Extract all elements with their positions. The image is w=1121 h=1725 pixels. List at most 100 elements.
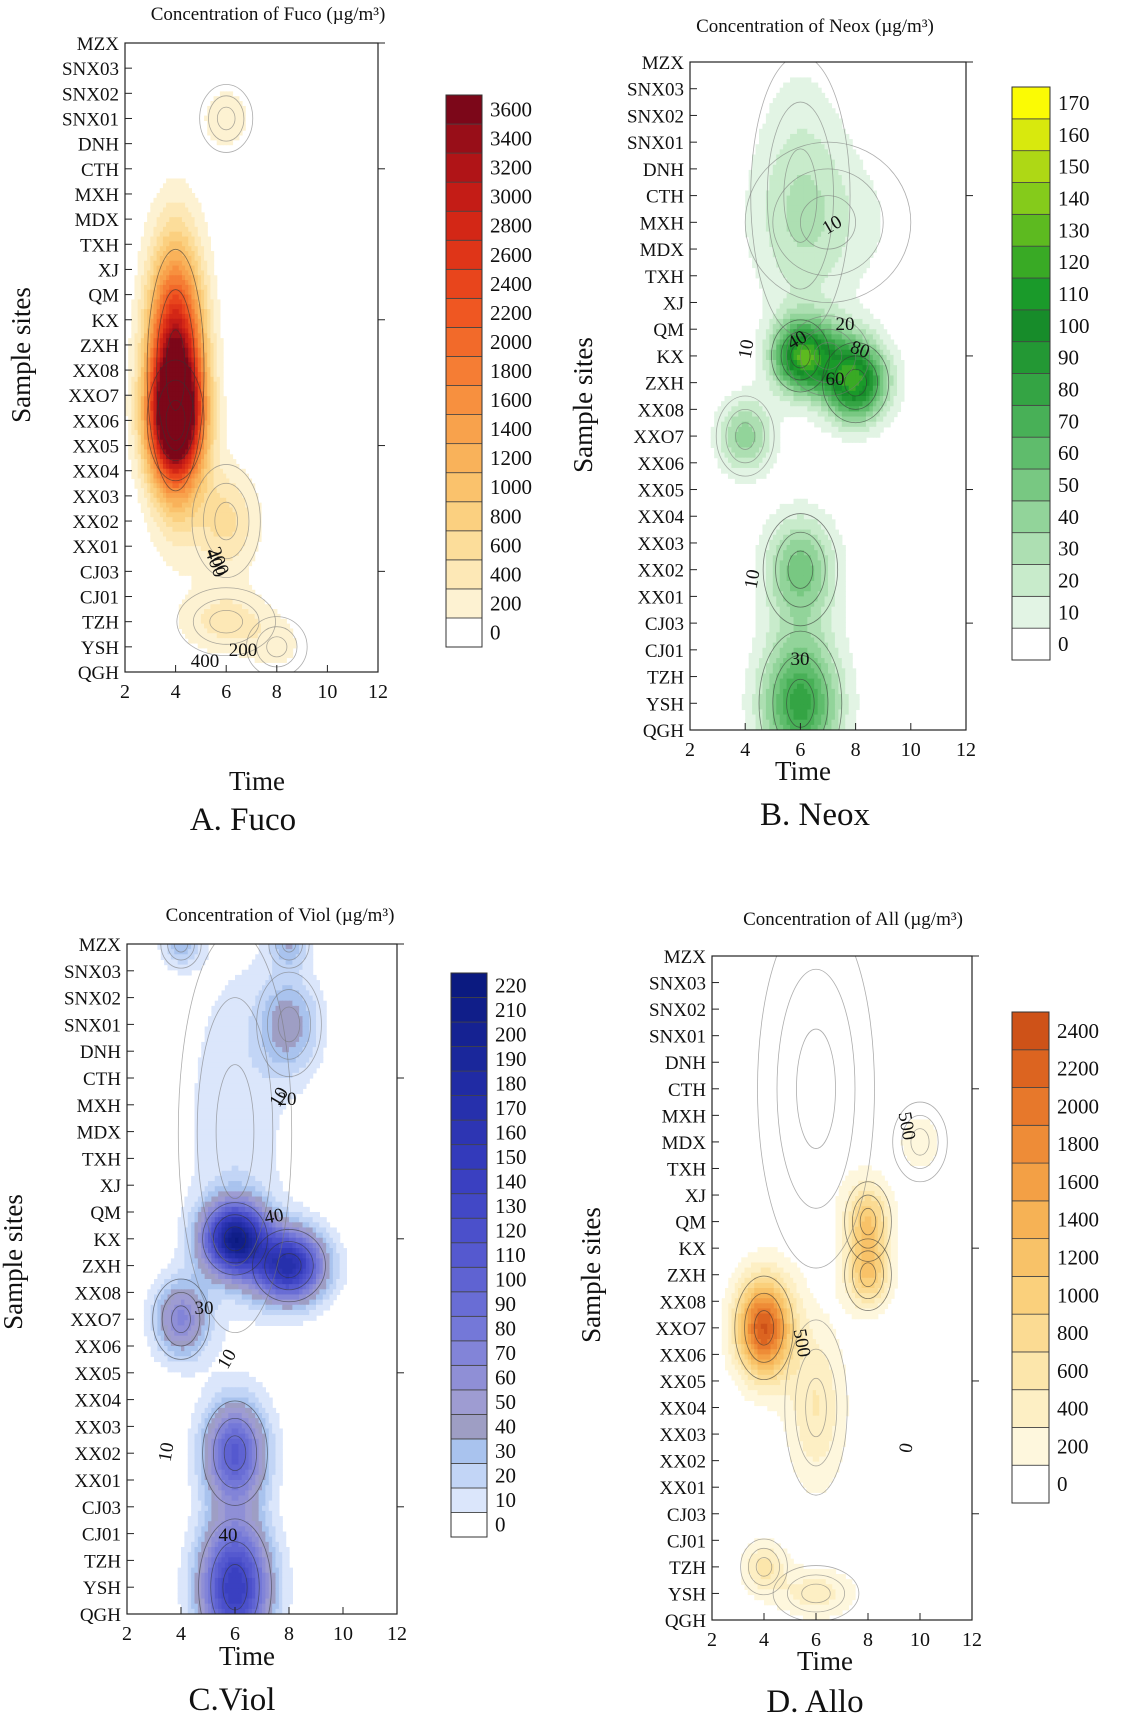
heatmap-cell <box>752 385 757 392</box>
heatmap-cell <box>264 652 268 659</box>
heatmap-cell <box>814 133 819 140</box>
heatmap-cell <box>759 149 764 156</box>
heatmap-cell <box>210 362 215 368</box>
heatmap-cell <box>790 144 795 150</box>
heatmap-cell <box>817 226 822 233</box>
heatmap-cell <box>783 87 788 94</box>
heatmap-cell <box>223 638 227 644</box>
heatmap-cell <box>817 365 822 371</box>
heatmap-cell <box>289 647 294 654</box>
heatmap-cell <box>845 370 850 377</box>
heatmap-cell <box>254 638 259 644</box>
heatmap-cell <box>156 439 161 446</box>
heatmap-cell <box>216 444 221 451</box>
heatmap-cell <box>841 221 846 228</box>
heatmap-cell <box>238 492 243 499</box>
heatmap-cell <box>807 385 812 392</box>
heatmap-cell <box>786 118 791 125</box>
heatmap-cell <box>264 628 268 634</box>
heatmap-cell <box>814 226 819 233</box>
heatmap-cell <box>191 570 196 576</box>
heatmap-cell <box>755 236 760 243</box>
heatmap-cell <box>150 352 155 359</box>
heatmap-cell <box>800 103 805 109</box>
heatmap-cell <box>248 618 253 625</box>
heatmap-cell <box>175 444 180 451</box>
heatmap-cell <box>159 410 164 417</box>
heatmap-cell <box>762 298 767 305</box>
heatmap-cell <box>807 272 812 279</box>
heatmap-cell <box>134 299 139 305</box>
heatmap-cell <box>219 609 224 615</box>
heatmap-cell <box>251 492 256 499</box>
heatmap-cell <box>232 599 237 605</box>
heatmap-cell <box>197 401 202 407</box>
heatmap-cell <box>188 246 193 252</box>
heatmap-cell <box>219 642 224 649</box>
heatmap-cell <box>283 657 287 663</box>
heatmap-cell <box>197 396 202 402</box>
heatmap-cell <box>194 357 199 363</box>
heatmap-cell <box>786 303 791 310</box>
heatmap-cell <box>156 430 161 436</box>
heatmap-cell <box>852 282 857 289</box>
heatmap-cell <box>841 324 846 330</box>
heatmap-cell <box>232 647 237 654</box>
heatmap-cell <box>204 642 208 649</box>
heatmap-cell <box>137 439 142 446</box>
heatmap-cell <box>834 262 839 269</box>
heatmap-cell <box>150 430 155 436</box>
heatmap-cell <box>776 175 781 181</box>
heatmap-cell <box>185 284 189 291</box>
heatmap-cell <box>769 380 774 387</box>
heatmap-cell <box>175 284 180 291</box>
heatmap-cell <box>188 551 193 557</box>
heatmap-cell <box>852 200 857 207</box>
heatmap-cell <box>862 313 867 320</box>
heatmap-cell <box>137 425 142 431</box>
heatmap-cell <box>772 200 777 207</box>
heatmap-cell <box>188 352 193 359</box>
heatmap-cell <box>159 342 164 349</box>
heatmap-cell <box>219 604 224 610</box>
heatmap-cell <box>153 405 158 412</box>
heatmap-cell <box>143 299 148 305</box>
heatmap-cell <box>776 344 781 351</box>
heatmap-cell <box>810 113 815 120</box>
heatmap-cell <box>831 236 836 243</box>
heatmap-cell <box>185 391 189 397</box>
heatmap-cell <box>204 313 208 320</box>
heatmap-cell <box>185 594 189 601</box>
heatmap-cell <box>800 318 805 325</box>
heatmap-cell <box>883 365 888 371</box>
heatmap-cell <box>140 430 145 436</box>
heatmap-cell <box>166 178 170 184</box>
heatmap-cell <box>769 144 774 150</box>
heatmap-cell <box>755 385 760 392</box>
heatmap-cell <box>824 293 829 299</box>
heatmap-cell <box>204 299 208 305</box>
heatmap-cell <box>200 420 205 426</box>
heatmap-cell <box>803 241 808 248</box>
heatmap-cell <box>776 380 781 387</box>
heatmap-cell <box>200 217 205 223</box>
heatmap-cell <box>803 144 808 150</box>
heatmap-cell <box>248 628 253 634</box>
heatmap-cell <box>191 459 196 465</box>
heatmap-cell <box>178 507 183 513</box>
heatmap-cell <box>783 149 788 156</box>
heatmap-cell <box>783 144 788 150</box>
heatmap-cell <box>178 270 183 276</box>
heatmap-cell <box>790 159 795 166</box>
heatmap-cell <box>162 192 167 199</box>
heatmap-cell <box>838 154 843 161</box>
heatmap-cell <box>848 339 853 346</box>
heatmap-cell <box>245 613 249 620</box>
heatmap-cell <box>824 277 829 284</box>
heatmap-cell <box>223 130 227 136</box>
heatmap-cell <box>156 328 161 334</box>
heatmap-cell <box>790 185 795 192</box>
heatmap-cell <box>213 454 218 460</box>
heatmap-cell <box>779 133 784 140</box>
heatmap-cell <box>264 613 268 620</box>
